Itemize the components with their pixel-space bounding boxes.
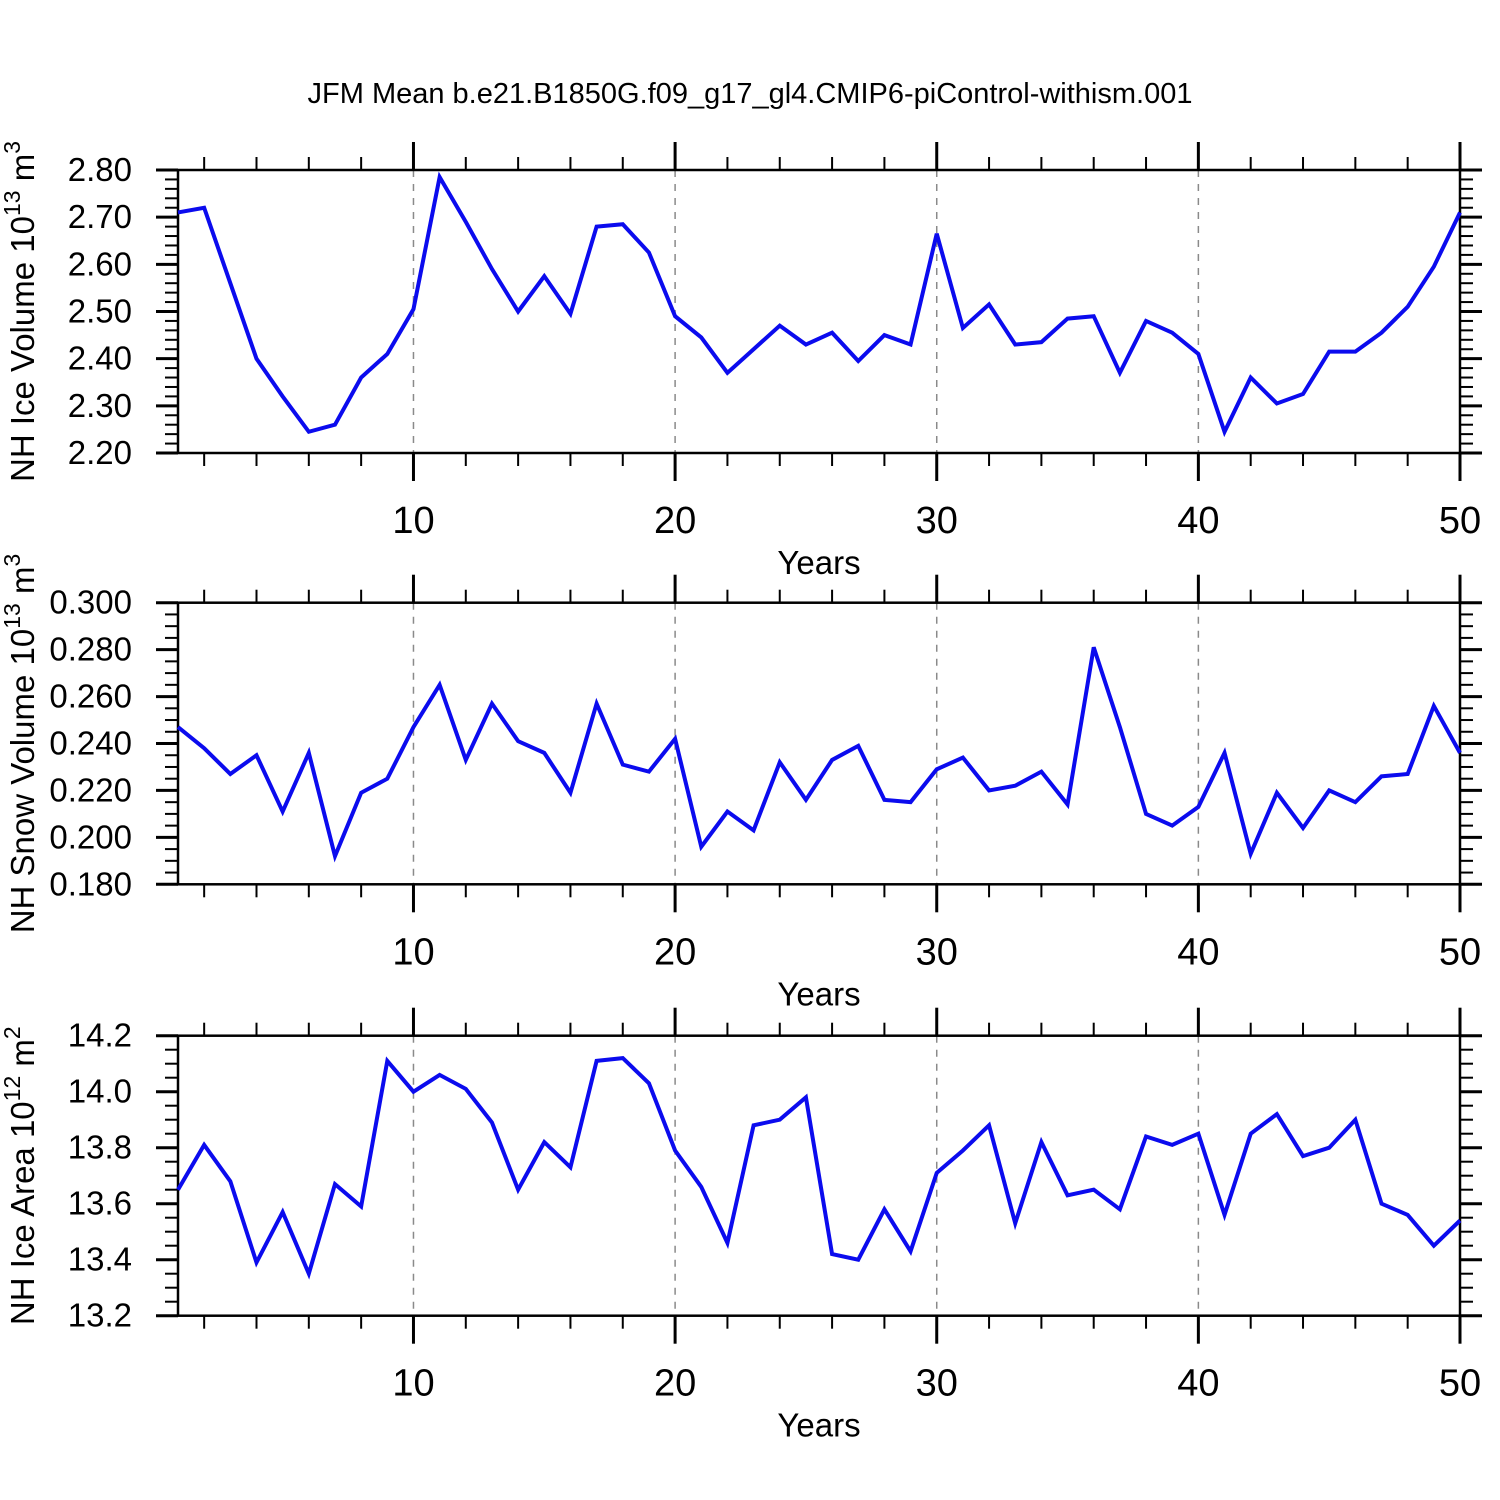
panel-1-y-axis-title: NH Ice Volume 1013 m3 <box>0 141 41 482</box>
y-tick-label: 0.200 <box>49 818 132 855</box>
y-tick-label: 0.260 <box>49 678 132 715</box>
x-tick-label: 40 <box>1177 1363 1219 1405</box>
panel-3-frame <box>176 1034 1462 1317</box>
y-axis-title-unit-exponent: 3 <box>0 554 25 567</box>
y-tick-label: 0.240 <box>49 725 132 762</box>
panel-3-x-tick-labels: 10 20 30 40 50 <box>392 1363 1481 1405</box>
panel-3: 13.2 13.4 13.6 13.8 14.0 14.2 10 20 30 40 50 Years N… <box>0 1007 1482 1444</box>
panel-1-x-tick-labels: 10 20 30 40 50 <box>392 500 1481 542</box>
x-tick-label: 40 <box>1177 500 1219 542</box>
x-tick-label: 40 <box>1177 931 1219 973</box>
panel-2-data-line <box>176 646 1462 863</box>
x-tick-label: 50 <box>1439 931 1481 973</box>
y-tick-label: 0.220 <box>49 771 132 808</box>
y-axis-title-unit-exponent: 3 <box>0 141 25 154</box>
panel-3-data-line <box>176 1056 1462 1280</box>
x-tick-label: 20 <box>654 500 696 542</box>
x-tick-label: 30 <box>916 1363 958 1405</box>
y-axis-title-exponent: 12 <box>0 1076 25 1102</box>
panel-1-ticks <box>156 142 1482 481</box>
y-axis-title-base: NH Snow Volume 10 <box>4 629 41 934</box>
x-tick-label: 50 <box>1439 500 1481 542</box>
y-axis-title-exponent: 13 <box>0 190 25 216</box>
panel-2-gridlines <box>412 602 1200 885</box>
x-tick-label: 20 <box>654 931 696 973</box>
y-axis-title-unit: m <box>4 1039 41 1076</box>
x-tick-label: 50 <box>1439 1363 1481 1405</box>
panel-3-x-axis-title: Years <box>777 1407 860 1444</box>
panel-1-frame <box>176 168 1462 455</box>
y-tick-label: 2.70 <box>68 198 132 235</box>
panel-3-ticks <box>156 1007 1482 1344</box>
y-tick-label: 2.20 <box>68 434 132 471</box>
y-axis-title-unit: m <box>4 154 41 191</box>
y-tick-label: 0.300 <box>49 584 132 621</box>
y-axis-title-unit-exponent: 2 <box>0 1026 25 1039</box>
panel-3-gridlines <box>412 1035 1200 1316</box>
y-tick-label: 2.30 <box>68 387 132 424</box>
panel-1-x-axis-title: Years <box>777 544 860 581</box>
y-axis-title-base: NH Ice Volume 10 <box>4 216 41 482</box>
panel-2-frame <box>176 601 1462 886</box>
panel-1-y-tick-labels: 2.20 2.30 2.40 2.50 2.60 2.70 2.80 <box>68 151 132 471</box>
y-tick-label: 13.2 <box>68 1297 132 1334</box>
x-tick-label: 10 <box>392 500 434 542</box>
panel-2-x-tick-labels: 10 20 30 40 50 <box>392 931 1481 973</box>
y-tick-label: 13.6 <box>68 1185 132 1222</box>
x-tick-label: 10 <box>392 1363 434 1405</box>
y-tick-label: 14.2 <box>68 1017 132 1054</box>
panel-2-ticks <box>156 574 1482 913</box>
y-axis-title-exponent: 13 <box>0 603 25 629</box>
panel-3-y-tick-labels: 13.2 13.4 13.6 13.8 14.0 14.2 <box>68 1017 132 1334</box>
y-tick-label: 2.60 <box>68 245 132 282</box>
y-tick-label: 14.0 <box>68 1073 132 1110</box>
y-tick-label: 0.280 <box>49 631 132 668</box>
panel-2-y-tick-labels: 0.180 0.200 0.220 0.240 0.260 0.280 0.300 <box>49 584 132 903</box>
x-tick-label: 30 <box>916 500 958 542</box>
y-tick-label: 2.80 <box>68 151 132 188</box>
y-axis-title-unit: m <box>4 567 41 604</box>
panel-3-y-axis-title: NH Ice Area 1012 m2 <box>0 1026 41 1325</box>
y-tick-label: 2.50 <box>68 293 132 330</box>
panel-2: 0.180 0.200 0.220 0.240 0.260 0.280 0.300 10 20 3… <box>0 554 1482 1012</box>
x-tick-label: 30 <box>916 931 958 973</box>
panel-2-x-axis-title: Years <box>777 975 860 1012</box>
panel-1: 2.20 2.30 2.40 2.50 2.60 2.70 2.80 10 20 30 40 50 Ye… <box>0 141 1482 581</box>
chart-title: JFM Mean b.e21.B1850G.f09_g17_gl4.CMIP6-… <box>307 78 1193 110</box>
y-tick-label: 2.40 <box>68 340 132 377</box>
y-tick-label: 0.180 <box>49 865 132 902</box>
panel-1-data-line <box>177 171 1462 438</box>
x-tick-label: 10 <box>392 931 434 973</box>
panel-1-gridlines <box>412 170 1200 453</box>
panel-2-y-axis-title: NH Snow Volume 1013 m3 <box>0 554 41 934</box>
y-tick-label: 13.8 <box>68 1129 132 1166</box>
x-tick-label: 20 <box>654 1363 696 1405</box>
y-tick-label: 13.4 <box>68 1241 132 1278</box>
y-axis-title-base: NH Ice Area 10 <box>4 1101 41 1325</box>
